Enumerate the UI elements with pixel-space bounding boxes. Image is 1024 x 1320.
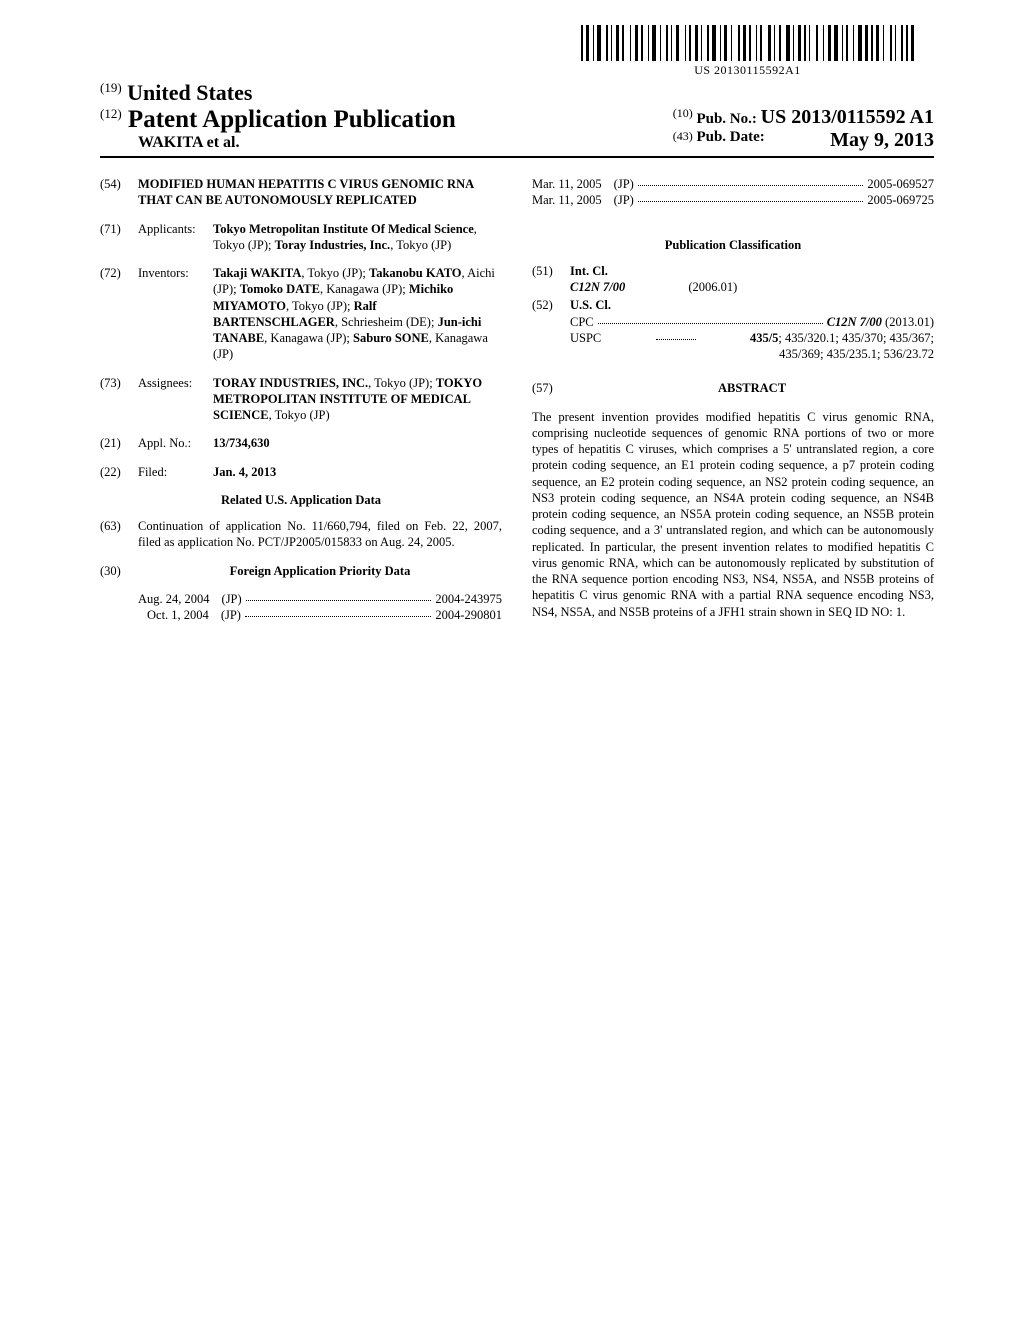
header: (19) United States (12) Patent Applicati… [100,80,934,158]
appl-label: Appl. No.: [138,435,213,451]
pub-no: US 2013/0115592 A1 [761,106,934,128]
applicants-label: Applicants: [138,221,213,254]
inventors-code: (72) [100,265,138,363]
barcode-block: US 20130115592A1 [581,25,914,78]
title-code: (54) [100,176,138,209]
priority-cc: (JP) [614,192,634,208]
filed-field: (22) Filed: Jan. 4, 2013 [100,464,502,480]
dots-line [638,192,864,202]
intcl-class: C12N 7/00 [570,280,625,294]
abstract-code: (57) [532,380,570,396]
uspc-line2: 435/369; 435/235.1; 536/23.72 [570,346,934,362]
related-data-title: Related U.S. Application Data [100,492,502,508]
code-12: (12) [100,106,122,121]
priority-row: Mar. 11, 2005 (JP) 2005-069725 [532,192,934,208]
appl-code: (21) [100,435,138,451]
code-43: (43) [673,129,693,143]
abstract-label: ABSTRACT [570,380,934,396]
uspc-value: 435/5; 435/320.1; 435/370; 435/367; [750,330,934,346]
uspc-label: USPC [570,330,601,346]
authors-short: WAKITA et al. [100,134,456,152]
priority-row: Mar. 11, 2005 (JP) 2005-069527 [532,176,934,192]
code-10: (10) [673,106,693,120]
foreign-priority-header: (30) Foreign Application Priority Data [100,563,502,579]
priority-cc: (JP) [221,607,241,623]
priority-cc: (JP) [222,591,242,607]
filed-code: (22) [100,464,138,480]
assignees-code: (73) [100,375,138,424]
cpc-label: CPC [570,314,594,330]
dots-line [598,314,823,324]
abstract-header: (57) ABSTRACT [532,380,934,396]
header-left: (19) United States (12) Patent Applicati… [100,80,456,152]
priority-row: Oct. 1, 2004 (JP) 2004-290801 [138,607,502,623]
priority-list-2: Mar. 11, 2005 (JP) 2005-069527 Mar. 11, … [532,176,934,209]
patent-page: US 20130115592A1 (19) United States (12)… [0,0,1024,1320]
filed-value: Jan. 4, 2013 [213,464,502,480]
uscl-code: (52) [532,297,570,362]
priority-row: Aug. 24, 2004 (JP) 2004-243975 [138,591,502,607]
pub-type: Patent Application Publication [128,106,456,133]
inventors-label: Inventors: [138,265,213,363]
priority-cc: (JP) [614,176,634,192]
invention-title: MODIFIED HUMAN HEPATITIS C VIRUS GENOMIC… [138,176,502,209]
assignees-label: Assignees: [138,375,213,424]
pub-no-label: Pub. No.: [696,111,756,127]
foreign-code: (30) [100,563,138,579]
priority-num: 2004-243975 [435,591,502,607]
assignees-value: TORAY INDUSTRIES, INC., Tokyo (JP); TOKY… [213,375,502,424]
abstract-text: The present invention provides modified … [532,409,934,620]
intcl-label: Int. Cl. [570,263,934,279]
priority-num: 2004-290801 [435,607,502,623]
appl-no-field: (21) Appl. No.: 13/734,630 [100,435,502,451]
inventors-value: Takaji WAKITA, Tokyo (JP); Takanobu KATO… [213,265,502,363]
header-right: (10) Pub. No.: US 2013/0115592 A1 (43) P… [673,106,934,152]
barcode-graphic [581,25,914,61]
pub-date: May 9, 2013 [830,129,934,152]
left-column: (54) MODIFIED HUMAN HEPATITIS C VIRUS GE… [100,176,502,623]
cpc-line: CPC C12N 7/00 (2013.01) [570,314,934,330]
right-column: Mar. 11, 2005 (JP) 2005-069527 Mar. 11, … [532,176,934,623]
applicants-code: (71) [100,221,138,254]
foreign-title: Foreign Application Priority Data [138,563,502,579]
continuation-field: (63) Continuation of application No. 11/… [100,518,502,551]
title-field: (54) MODIFIED HUMAN HEPATITIS C VIRUS GE… [100,176,502,209]
cpc-value: C12N 7/00 (2013.01) [827,314,934,330]
appl-no: 13/734,630 [213,435,502,451]
body-columns: (54) MODIFIED HUMAN HEPATITIS C VIRUS GE… [100,176,934,623]
filed-label: Filed: [138,464,213,480]
intcl-field: (51) Int. Cl. C12N 7/00 (2006.01) [532,263,934,296]
intcl-code: (51) [532,263,570,296]
priority-num: 2005-069527 [867,176,934,192]
country: United States [127,80,252,105]
priority-num: 2005-069725 [867,192,934,208]
classification-title: Publication Classification [532,237,934,253]
dots-line [246,591,432,601]
intcl-ver: (2006.01) [688,280,737,294]
pub-date-label: Pub. Date: [696,129,764,145]
barcode-text: US 20130115592A1 [581,63,914,78]
dots-line [638,176,864,186]
code-19: (19) [100,80,122,95]
cont-code: (63) [100,518,138,551]
uspc-line: USPC 435/5; 435/320.1; 435/370; 435/367; [570,330,934,346]
uscl-label: U.S. Cl. [570,297,934,313]
priority-date: Mar. 11, 2005 [532,176,602,192]
priority-list-1: Aug. 24, 2004 (JP) 2004-243975 Oct. 1, 2… [100,591,502,624]
dots-line [245,607,431,617]
applicants-value: Tokyo Metropolitan Institute Of Medical … [213,221,502,254]
assignees-field: (73) Assignees: TORAY INDUSTRIES, INC., … [100,375,502,424]
priority-date: Mar. 11, 2005 [532,192,602,208]
dots-line [656,330,696,340]
priority-date: Oct. 1, 2004 [147,607,209,623]
uscl-field: (52) U.S. Cl. CPC C12N 7/00 (2013.01) US… [532,297,934,362]
applicants-field: (71) Applicants: Tokyo Metropolitan Inst… [100,221,502,254]
cont-text: Continuation of application No. 11/660,7… [138,518,502,551]
inventors-field: (72) Inventors: Takaji WAKITA, Tokyo (JP… [100,265,502,363]
priority-date: Aug. 24, 2004 [138,591,210,607]
